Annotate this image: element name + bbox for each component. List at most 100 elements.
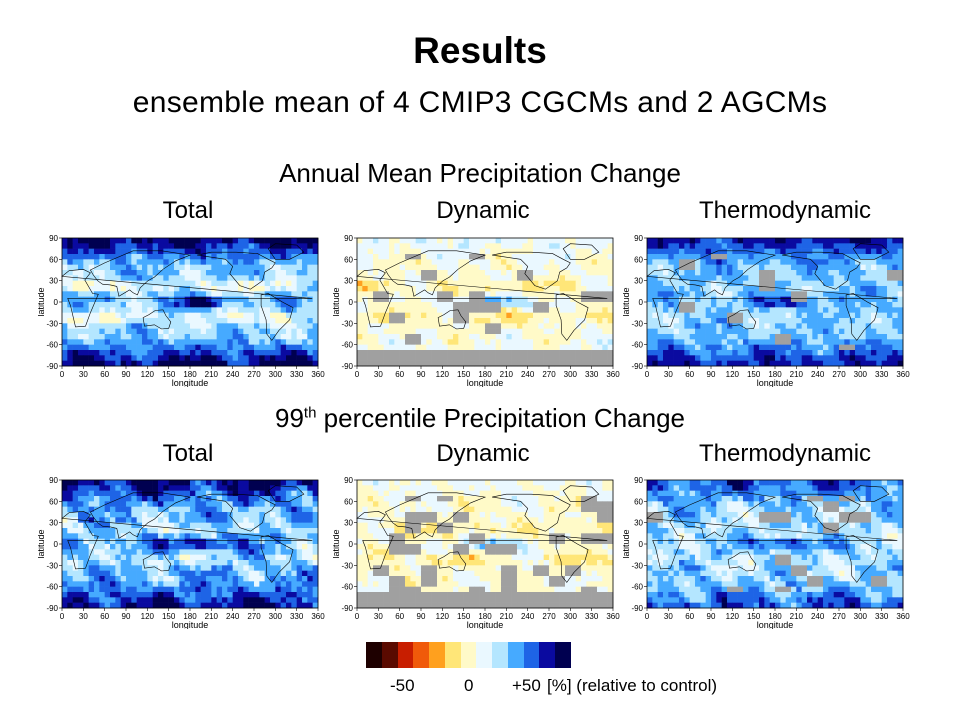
- x-tick-label: 270: [832, 370, 846, 379]
- x-tick-label: 150: [162, 612, 176, 621]
- x-tick-label: 150: [457, 612, 471, 621]
- x-tick-label: 0: [60, 612, 65, 621]
- coastline: [61, 268, 313, 328]
- column-label-thermodynamic: Thermodynamic: [698, 440, 872, 467]
- x-tick-label: 120: [141, 370, 155, 379]
- coastline: [61, 510, 313, 570]
- x-tick-label: 180: [768, 370, 782, 379]
- y-tick-label: 30: [634, 519, 643, 528]
- x-tick-label: 360: [311, 612, 325, 621]
- coastline: [89, 250, 192, 297]
- colorbar-units: [%] (relative to control): [547, 676, 718, 695]
- y-tick-label: 90: [634, 234, 643, 243]
- x-tick-label: 240: [521, 370, 535, 379]
- y-tick-label: 0: [639, 298, 644, 307]
- column-label-total: Total: [162, 440, 214, 467]
- y-tick-label: -90: [631, 362, 643, 371]
- coastline: [845, 535, 879, 583]
- x-axis-label: longitude: [757, 620, 794, 629]
- y-tick-label: -30: [46, 319, 58, 328]
- map-panel-total-99th: 90 60 30 0 -30 -60 -90 0 30 60 90 120 150 180 210 240 27…: [38, 474, 328, 629]
- y-tick-label: -30: [631, 319, 643, 328]
- x-tick-label: 90: [122, 612, 131, 621]
- coastline: [674, 250, 777, 297]
- x-tick-label: 180: [478, 370, 492, 379]
- x-tick-label: 330: [875, 612, 889, 621]
- y-tick-label: -90: [341, 362, 353, 371]
- x-tick-label: 60: [685, 370, 694, 379]
- x-axis-label: longitude: [467, 378, 504, 387]
- coastline: [852, 243, 890, 260]
- y-tick-label: -60: [46, 583, 58, 592]
- coastline: [562, 485, 600, 502]
- x-tick-label: 180: [768, 612, 782, 621]
- coastline: [852, 485, 890, 502]
- x-axis-label: longitude: [172, 378, 209, 387]
- x-tick-label: 60: [100, 612, 109, 621]
- y-axis-label: latitude: [623, 529, 631, 558]
- y-tick-label: 90: [344, 476, 353, 485]
- coastline: [197, 251, 276, 290]
- section-title-99th: 99th percentile Precipitation Change: [0, 403, 960, 434]
- y-axis-label: latitude: [623, 287, 631, 316]
- x-tick-label: 270: [832, 612, 846, 621]
- coastline: [437, 309, 467, 330]
- x-tick-label: 0: [60, 370, 65, 379]
- coastline: [142, 551, 172, 572]
- y-tick-label: -30: [341, 319, 353, 328]
- y-tick-label: 0: [639, 540, 644, 549]
- y-tick-label: 30: [634, 277, 643, 286]
- x-tick-label: 90: [707, 612, 716, 621]
- coastline: [267, 243, 305, 260]
- coastline: [555, 293, 589, 341]
- x-tick-label: 300: [564, 370, 578, 379]
- x-tick-label: 270: [247, 370, 261, 379]
- y-axis-label: latitude: [38, 529, 46, 558]
- colorbar-swatch: [397, 642, 414, 668]
- x-tick-label: 60: [100, 370, 109, 379]
- y-tick-label: 90: [634, 476, 643, 485]
- y-tick-label: -60: [631, 583, 643, 592]
- coastline: [845, 293, 879, 341]
- y-tick-label: -60: [46, 341, 58, 350]
- x-tick-label: 360: [311, 370, 325, 379]
- x-tick-label: 30: [664, 612, 673, 621]
- column-label-thermodynamic: Thermodynamic: [698, 197, 872, 224]
- y-tick-label: 30: [49, 277, 58, 286]
- section-title-annual: Annual Mean Precipitation Change: [279, 158, 681, 188]
- coastline: [646, 268, 898, 328]
- x-tick-label: 330: [585, 370, 599, 379]
- x-tick-label: 90: [417, 612, 426, 621]
- x-tick-label: 90: [122, 370, 131, 379]
- coastline: [646, 510, 898, 570]
- x-tick-label: 330: [875, 370, 889, 379]
- x-tick-label: 60: [395, 370, 404, 379]
- x-tick-label: 0: [355, 612, 360, 621]
- colorbar-swatch: [366, 642, 382, 668]
- x-tick-label: 60: [395, 612, 404, 621]
- section-title-sup: th: [303, 404, 317, 422]
- x-tick-label: 300: [269, 370, 283, 379]
- coastline: [267, 485, 305, 502]
- x-axis-label: longitude: [172, 620, 209, 629]
- y-tick-label: -90: [341, 604, 353, 613]
- y-tick-label: -90: [46, 362, 58, 371]
- slide-subtitle: ensemble mean of 4 CMIP3 CGCMs and 2 AGC…: [132, 86, 828, 119]
- y-tick-label: -30: [341, 561, 353, 570]
- coastline: [356, 268, 608, 328]
- map-panel-dynamic-annual: 90 60 30 0 -30 -60 -90 0 30 60 90 120 150 180 210 240 27…: [333, 232, 623, 387]
- colorbar-swatch: [444, 642, 461, 668]
- column-label-dynamic: Dynamic: [436, 197, 530, 224]
- y-tick-label: 90: [49, 234, 58, 243]
- column-label-dynamic: Dynamic: [436, 440, 530, 467]
- x-tick-label: 120: [726, 370, 740, 379]
- y-tick-label: 60: [49, 497, 58, 506]
- column-label-total: Total: [162, 197, 214, 224]
- x-axis-label: longitude: [467, 620, 504, 629]
- coastline: [492, 493, 571, 532]
- x-tick-label: 30: [374, 612, 383, 621]
